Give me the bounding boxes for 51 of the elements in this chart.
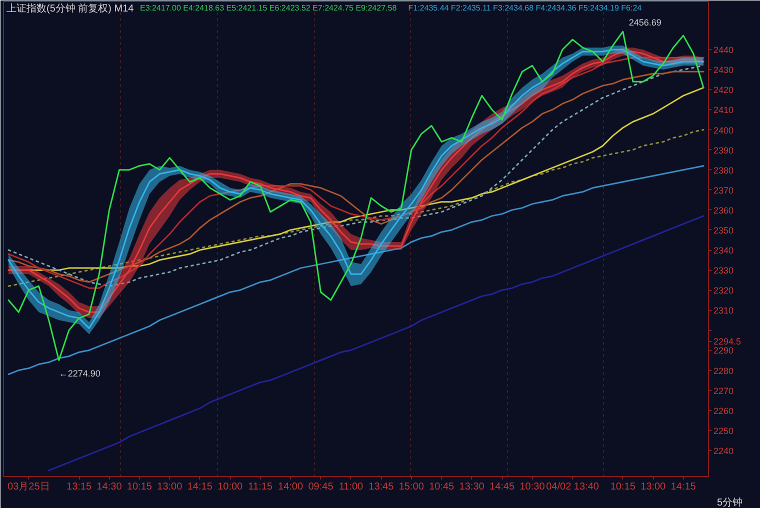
y-tick-label: 2370 (714, 185, 734, 196)
x-tick-label: 04/02 13:40 (546, 482, 600, 492)
y-tick-label: 2320 (714, 286, 734, 296)
x-tick-label: 10:45 (429, 482, 455, 492)
line-series (8, 129, 704, 287)
y-tick-label: 2280 (714, 366, 734, 376)
y-tick-label: 2260 (714, 406, 734, 416)
y-tick-label: 2390 (714, 145, 734, 156)
chart-subtitle: E3:2417.00 E4:2418.63 E5:2421.15 E6:2423.52 E7:2424.75 E9:2427.58 (140, 4, 398, 12)
y-tick-label: 2250 (714, 426, 734, 436)
x-tick-label: 14:30 (96, 482, 122, 492)
y-tick-label: 2410 (714, 105, 734, 116)
y-tick-label: 2330 (714, 266, 734, 276)
x-tick-label: 09:45 (308, 482, 334, 492)
y-tick-label: 2420 (714, 85, 734, 96)
x-tick-label: 13:15 (66, 482, 92, 492)
y-tick-label: 2240 (714, 446, 734, 456)
x-tick-label: 14:15 (187, 482, 213, 492)
chart-title: 上证指数(5分钟 前复权) M14 (6, 2, 134, 14)
x-tick-label: 14:45 (490, 482, 515, 492)
x-tick-label: 13:00 (157, 482, 183, 492)
x-tick-label: 15:00 (398, 482, 424, 492)
x-tick-label: 14:15 (670, 482, 696, 492)
y-tick-label: 2270 (714, 386, 734, 396)
y-tick-label: 2310 (714, 306, 734, 316)
annotation: F1:2435.44 F2:2435.11 F3:2434.68 F4:2434.36 F5:2434.19 F6:24 (408, 4, 642, 12)
x-tick-label: 10:30 (520, 482, 546, 492)
x-tick-label: 10:15 (610, 482, 636, 492)
y-tick-label: 2340 (714, 246, 734, 256)
annotation: 2456.69 (628, 18, 662, 28)
x-axis-title: 5分钟 (716, 496, 742, 508)
y-tick-label: 2290 (714, 346, 734, 356)
x-tick-label: 14:00 (278, 482, 304, 492)
annotation: ←2274.90 (58, 368, 100, 378)
y-tick-label: 2360 (714, 205, 734, 216)
x-tick-label: 10:00 (218, 482, 244, 492)
x-tick-label: 13:00 (640, 482, 666, 492)
y-tick-label: 2350 (714, 225, 734, 236)
x-tick-label: 10:15 (126, 482, 152, 492)
y-tick-label: 2400 (714, 125, 734, 136)
x-tick-label: 11:00 (338, 482, 364, 492)
x-tick-label: 13:30 (459, 482, 485, 492)
y-tick-label: 2430 (714, 65, 734, 76)
line-series (8, 165, 704, 376)
x-tick-label: 13:45 (368, 482, 394, 492)
x-tick-label: 03月25日 (8, 482, 50, 492)
y-tick-label: 2294.5 (714, 336, 742, 347)
y-tick-label: 2440 (714, 45, 734, 56)
y-tick-label: 2380 (714, 165, 734, 176)
x-tick-label: 11:15 (248, 482, 273, 492)
line-series (48, 215, 704, 472)
